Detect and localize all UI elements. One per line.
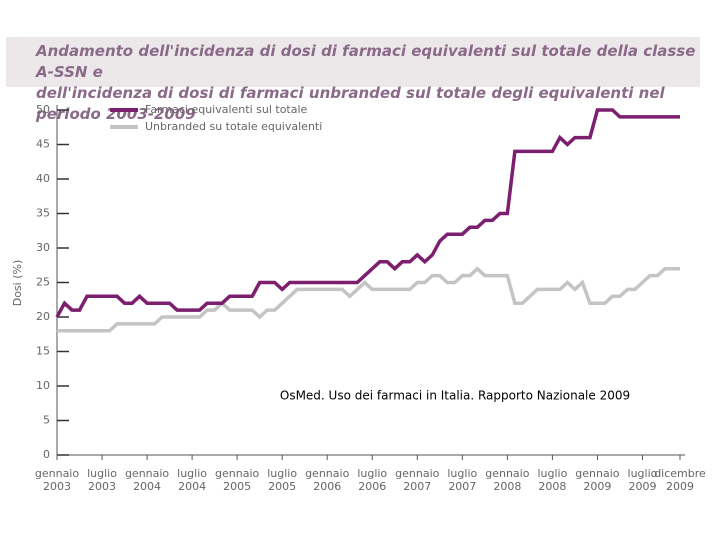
x-tick-label: gennaio 2008 xyxy=(485,467,530,493)
legend-label: Unbranded su totale equivalenti xyxy=(145,120,322,133)
x-tick-label: gennaio 2009 xyxy=(575,467,620,493)
x-tick-label: luglio 2008 xyxy=(537,467,568,493)
x-tick-label: gennaio 2004 xyxy=(124,467,170,493)
series-line xyxy=(57,266,680,333)
y-tick-label: 40 xyxy=(36,172,50,185)
y-tick-label: 25 xyxy=(36,276,50,289)
series-line xyxy=(55,108,680,318)
x-tick-label: luglio 2006 xyxy=(357,467,388,493)
x-tick-label: luglio 2004 xyxy=(177,467,208,493)
y-tick-label: 10 xyxy=(36,379,50,392)
annotation: OsMed. Uso dei farmaci in Italia. Rappor… xyxy=(280,389,630,403)
x-tick-label: gennaio 2006 xyxy=(305,467,350,493)
x-tick-label: gennaio 2003 xyxy=(34,467,80,493)
y-tick-label: 15 xyxy=(36,345,50,358)
x-tick-label: dicembre 2009 xyxy=(654,467,706,493)
x-tick-label: gennaio 2007 xyxy=(395,467,440,493)
y-tick-label: 20 xyxy=(36,310,50,323)
x-tick-label: luglio 2009 xyxy=(627,467,658,493)
y-tick-label: 35 xyxy=(36,207,50,220)
chart-title: Andamento dell'incidenza di dosi di farm… xyxy=(6,37,700,123)
y-axis-label: Dosi (%) xyxy=(11,260,24,307)
x-tick-label: luglio 2005 xyxy=(267,467,298,493)
y-tick-label: 5 xyxy=(43,414,50,427)
x-tick-label: luglio 2003 xyxy=(87,467,117,493)
x-tick-label: gennaio 2005 xyxy=(215,467,260,493)
y-tick-label: 45 xyxy=(36,138,50,151)
x-tick-label: luglio 2007 xyxy=(447,467,478,493)
y-tick-label: 50 xyxy=(36,103,50,116)
legend-label: Farmaci equivalenti sul totale xyxy=(145,103,308,116)
y-tick-label: 30 xyxy=(36,241,50,254)
y-tick-label: 0 xyxy=(43,448,50,461)
